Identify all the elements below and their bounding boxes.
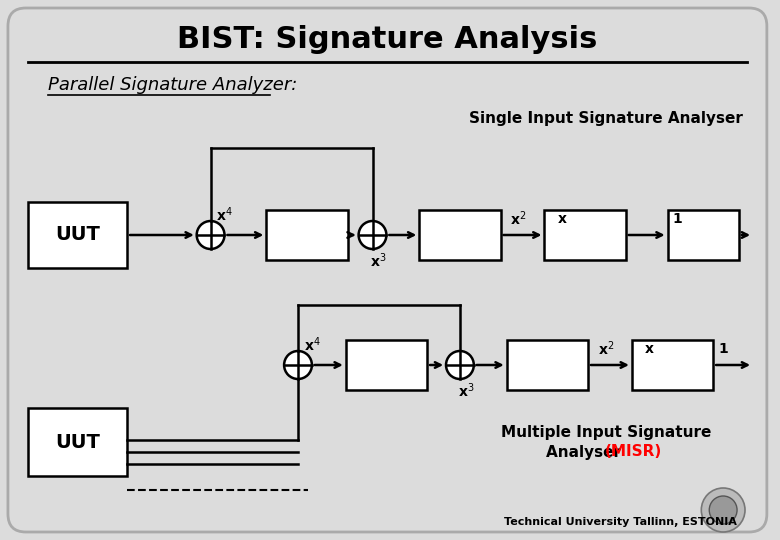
Circle shape bbox=[359, 221, 386, 249]
FancyBboxPatch shape bbox=[668, 210, 739, 260]
FancyBboxPatch shape bbox=[506, 340, 588, 390]
Text: Single Input Signature Analyser: Single Input Signature Analyser bbox=[469, 111, 743, 125]
Text: x$^4$: x$^4$ bbox=[216, 206, 232, 224]
Text: Technical University Tallinn, ESTONIA: Technical University Tallinn, ESTONIA bbox=[505, 517, 737, 527]
Text: BIST: Signature Analysis: BIST: Signature Analysis bbox=[177, 25, 597, 55]
Text: UUT: UUT bbox=[55, 226, 100, 245]
FancyBboxPatch shape bbox=[419, 210, 501, 260]
Text: x$^3$: x$^3$ bbox=[458, 382, 474, 400]
Text: 1: 1 bbox=[718, 342, 728, 356]
Text: Analyser: Analyser bbox=[546, 444, 626, 460]
Text: x: x bbox=[558, 212, 567, 226]
Circle shape bbox=[709, 496, 737, 524]
Text: 1: 1 bbox=[672, 212, 682, 226]
FancyBboxPatch shape bbox=[8, 8, 767, 532]
Text: Multiple Input Signature: Multiple Input Signature bbox=[501, 424, 711, 440]
Text: UUT: UUT bbox=[55, 433, 100, 451]
Text: (MISR): (MISR) bbox=[605, 444, 662, 460]
Text: x$^4$: x$^4$ bbox=[303, 336, 321, 354]
Circle shape bbox=[446, 351, 473, 379]
FancyBboxPatch shape bbox=[632, 340, 713, 390]
Text: x$^3$: x$^3$ bbox=[370, 252, 387, 271]
FancyBboxPatch shape bbox=[266, 210, 348, 260]
Text: x$^2$: x$^2$ bbox=[597, 340, 614, 359]
FancyBboxPatch shape bbox=[346, 340, 427, 390]
Circle shape bbox=[701, 488, 745, 532]
Text: x: x bbox=[645, 342, 654, 356]
Text: Parallel Signature Analyzer:: Parallel Signature Analyzer: bbox=[48, 76, 297, 94]
Circle shape bbox=[284, 351, 312, 379]
FancyBboxPatch shape bbox=[28, 202, 127, 268]
FancyBboxPatch shape bbox=[28, 408, 127, 476]
Text: x$^2$: x$^2$ bbox=[510, 210, 526, 228]
Circle shape bbox=[197, 221, 225, 249]
FancyBboxPatch shape bbox=[544, 210, 626, 260]
